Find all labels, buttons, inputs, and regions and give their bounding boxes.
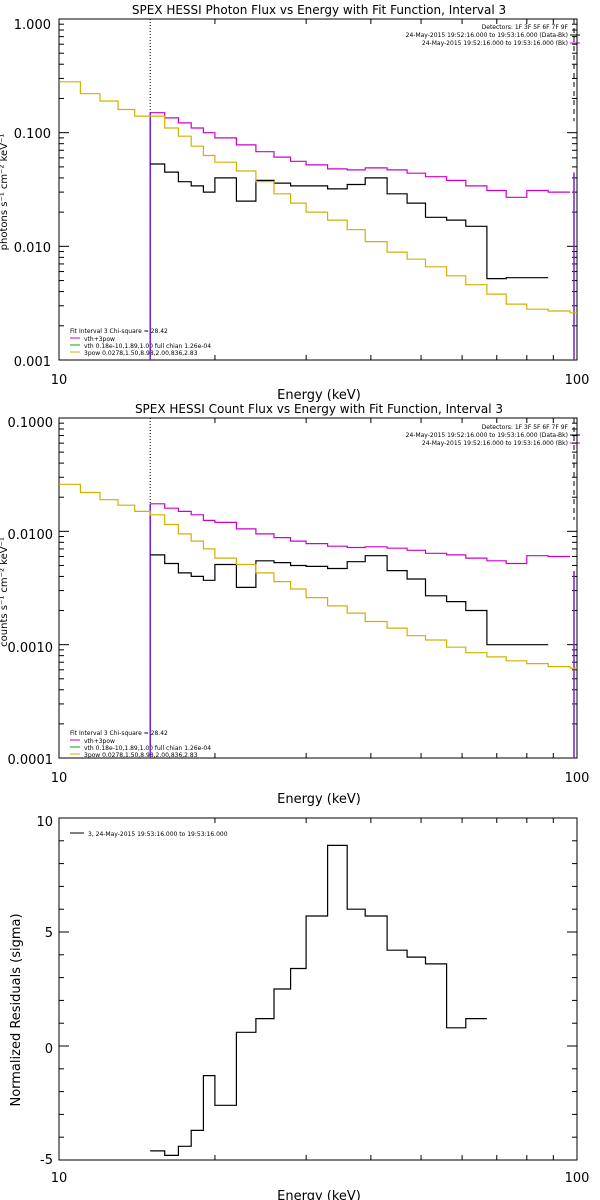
panel2-frame bbox=[58, 417, 578, 759]
panel2-xtick-10: 10 bbox=[51, 771, 68, 786]
panel1-series-3pow bbox=[59, 81, 577, 314]
panel2-ytick-4: 0.0001 bbox=[8, 753, 54, 768]
panel2-ytick-1: 0.1000 bbox=[8, 416, 54, 431]
panel2-xlabel: Energy (keV) bbox=[277, 792, 361, 807]
panel3-ytick-4: -5 bbox=[40, 1153, 53, 1168]
panel1-frame bbox=[58, 18, 578, 361]
panel2-legend-tr-3: 24-May-2015 19:52:16.000 to 19:53:16.000… bbox=[422, 440, 568, 447]
panel2-ylabel: counts s⁻¹ cm⁻² keV⁻¹ bbox=[0, 537, 10, 647]
panel1-series-vth-3pow bbox=[150, 112, 571, 198]
panel1-legend-bl-header: Fit Interval 3 Chi-square = 28.42 bbox=[70, 328, 168, 335]
panel2-series-3pow bbox=[59, 483, 577, 669]
panel2-ytick-2: 0.0100 bbox=[8, 528, 54, 543]
panel2-series-data-bk bbox=[150, 554, 549, 646]
panel3-legend-label: 3, 24-May-2015 19:53:16.000 to 19:53:16.… bbox=[88, 831, 228, 838]
panel1-xlabel: Energy (keV) bbox=[277, 388, 361, 403]
panel3-xlabel: Energy (keV) bbox=[277, 1189, 361, 1200]
plot-layer bbox=[58, 18, 578, 1161]
panel2-legend-tr-1: Detectors: 1F 3F 5F 6F 7F 9F bbox=[482, 424, 569, 431]
panel1-legend-bl-2: vth 0.18e-10,1.89,1.00 full chian 1.26e-… bbox=[84, 343, 211, 350]
panel3-xtick-10: 10 bbox=[51, 1171, 68, 1186]
panel1-ytick-2: 0.100 bbox=[14, 127, 51, 142]
panel3-ytick-1: 10 bbox=[36, 815, 53, 830]
panel3-frame bbox=[58, 817, 578, 1161]
panel1-series-data-bk bbox=[150, 163, 549, 280]
panel3-xtick-100: 100 bbox=[565, 1171, 590, 1186]
panel2-legend-tr-2: 24-May-2015 19:52:16.000 to 19:53:16.000… bbox=[406, 432, 568, 439]
panel1-legend-tr-3: 24-May-2015 19:52:16.000 to 19:53:16.000… bbox=[422, 40, 568, 47]
panel1-xtick-10: 10 bbox=[51, 373, 68, 388]
panel2-legend-bl-2: vth 0.18e-10,1.89,1.00 full chian 1.26e-… bbox=[84, 745, 211, 752]
panel2-legend-bl-1: vth+3pow bbox=[84, 738, 115, 745]
panel3-series-3-24-may-2015-19-53-16-000-to-19-53-16-000 bbox=[150, 844, 487, 1156]
panel3-ytick-2: 5 bbox=[45, 926, 53, 941]
panel1-title: SPEX HESSI Photon Flux vs Energy with Fi… bbox=[132, 3, 506, 17]
photon-flux-panel: SPEX HESSI Photon Flux vs Energy with Fi… bbox=[0, 3, 589, 403]
panel1-ytick-3: 0.010 bbox=[14, 241, 51, 256]
panel1-legend-tr-2: 24-May-2015 19:52:16.000 to 19:53:16.000… bbox=[406, 32, 568, 39]
panel1-legend-bl-1: vth+3pow bbox=[84, 336, 115, 343]
panel1-ytick-1: 1.000 bbox=[14, 18, 51, 33]
panel1-legend-bl-3: 3pow 0.0278,1.50,8.98,2.00,836,2.83 bbox=[84, 350, 198, 357]
panel1-ytick-4: 0.001 bbox=[14, 355, 51, 370]
residuals-panel: Normalized Residuals (sigma) Energy (keV… bbox=[9, 815, 589, 1200]
panel1-legend-tr-1: Detectors: 1F 3F 5F 6F 7F 9F bbox=[482, 24, 569, 31]
panel2-legend-bl-header: Fit Interval 3 Chi-square = 28.42 bbox=[70, 730, 168, 737]
panel2-xtick-100: 100 bbox=[565, 771, 590, 786]
panel2-legend-bl-3: 3pow 0.0278,1.50,8.98,2.00,836,2.83 bbox=[84, 752, 198, 759]
panel3-ylabel: Normalized Residuals (sigma) bbox=[9, 913, 24, 1106]
panel2-title: SPEX HESSI Count Flux vs Energy with Fit… bbox=[135, 402, 503, 416]
count-flux-panel: SPEX HESSI Count Flux vs Energy with Fit… bbox=[0, 402, 589, 807]
panel2-series-vth-3pow bbox=[150, 503, 571, 565]
panel3-ytick-3: 0 bbox=[45, 1042, 53, 1057]
panel1-xtick-100: 100 bbox=[565, 373, 590, 388]
panel1-ylabel: photons s⁻¹ cm⁻² keV⁻¹ bbox=[0, 134, 10, 251]
panel2-ytick-3: 0.0010 bbox=[8, 641, 54, 656]
